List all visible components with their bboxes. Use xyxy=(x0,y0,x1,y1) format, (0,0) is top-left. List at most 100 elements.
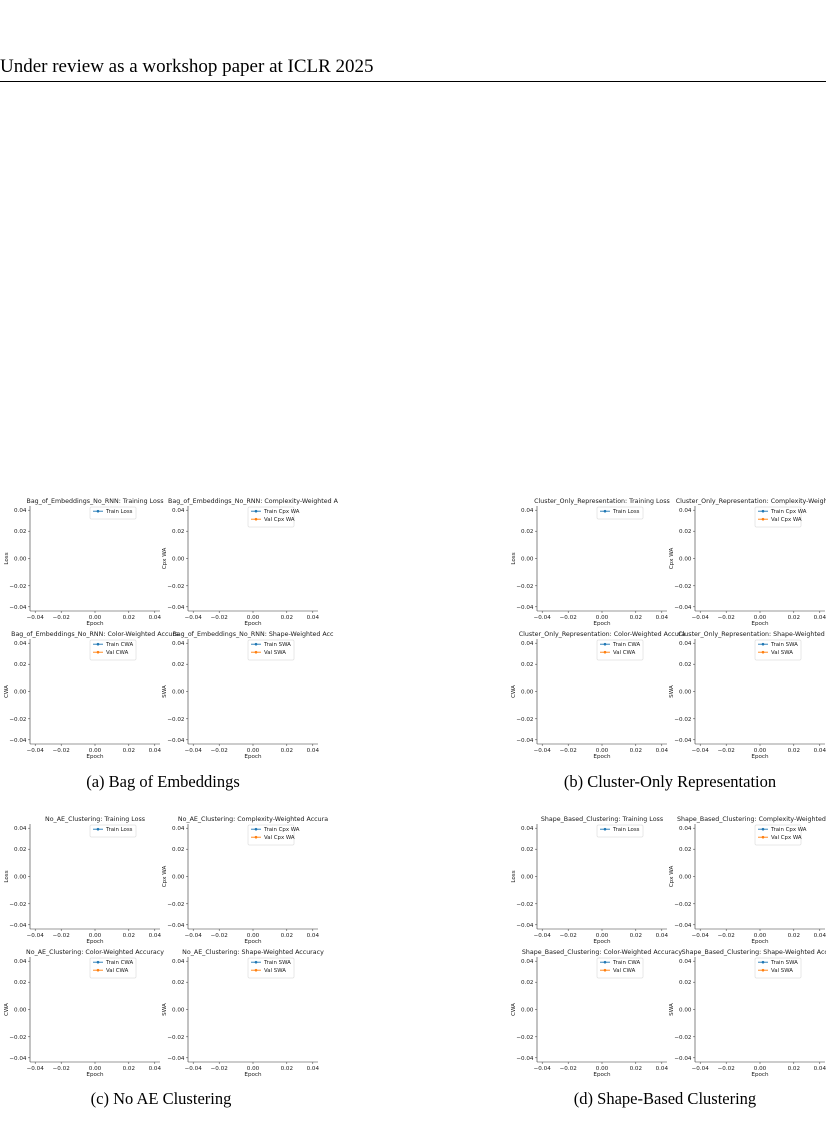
y-tick-label: −0.04 xyxy=(9,1056,27,1062)
y-tick-label: 0.04 xyxy=(172,508,185,514)
chart-title: Bag_of_Embeddings_No_RNN: Training Loss xyxy=(27,498,164,505)
x-tick-label: 0.04 xyxy=(307,615,320,621)
y-tick-label: 0.04 xyxy=(172,959,185,965)
y-tick-label: −0.02 xyxy=(674,1035,691,1041)
legend-label: Val Cpx WA xyxy=(771,835,802,841)
chart-title: No_AE_Clustering: Training Loss xyxy=(45,816,145,823)
x-tick-label: 0.02 xyxy=(788,933,800,939)
x-axis-label: Epoch xyxy=(751,754,769,760)
x-axis-label: Epoch xyxy=(751,1072,769,1078)
chart-panel: Cluster_Only_Representation: Complexity-… xyxy=(669,498,826,627)
x-tick-label: −0.04 xyxy=(185,933,203,939)
x-tick-label: −0.04 xyxy=(27,748,45,754)
y-tick-label: 0.04 xyxy=(521,959,534,965)
x-tick-label: 0.04 xyxy=(149,748,162,754)
x-tick-label: 0.02 xyxy=(281,933,293,939)
legend-marker-swatch xyxy=(761,968,765,972)
x-tick-label: 0.04 xyxy=(149,1066,162,1072)
legend-label: Train Cpx WA xyxy=(263,509,300,515)
legend-marker-swatch xyxy=(761,642,765,646)
legend-marker-swatch xyxy=(254,827,258,831)
x-axis-label: Epoch xyxy=(86,939,104,945)
legend-label: Train CWA xyxy=(105,960,133,966)
legend-box xyxy=(247,957,295,979)
x-tick-label: 0.04 xyxy=(149,933,162,939)
y-tick-label: 0.02 xyxy=(521,847,533,853)
chart-title: Shape_Based_Clustering: Training Loss xyxy=(541,816,663,823)
legend-box xyxy=(754,506,802,528)
legend-marker-swatch xyxy=(761,650,765,654)
y-tick-label: 0.02 xyxy=(14,529,26,535)
legend-box xyxy=(247,506,295,528)
y-tick-label: 0.02 xyxy=(172,529,184,535)
legend-label: Val CWA xyxy=(613,968,636,974)
legend-label: Train SWA xyxy=(263,642,291,648)
legend-label: Val CWA xyxy=(106,650,129,656)
legend-marker-swatch xyxy=(96,642,100,646)
y-tick-label: 0.00 xyxy=(679,690,692,696)
y-tick-label: 0.04 xyxy=(172,641,185,647)
subfigure-caption: (c) No AE Clustering xyxy=(90,1089,232,1108)
legend-label: Train Loss xyxy=(612,509,640,515)
x-axis-label: Epoch xyxy=(86,1072,104,1078)
legend-box xyxy=(596,824,644,838)
legend-box xyxy=(596,957,644,979)
x-tick-label: 0.00 xyxy=(754,748,767,754)
legend-label: Train Cpx WA xyxy=(770,827,807,833)
x-axis-label: Epoch xyxy=(593,621,611,627)
x-tick-label: −0.04 xyxy=(692,748,710,754)
x-tick-label: 0.00 xyxy=(754,615,767,621)
y-tick-label: 0.00 xyxy=(521,557,534,563)
x-tick-label: −0.02 xyxy=(718,748,735,754)
x-tick-label: 0.04 xyxy=(656,615,669,621)
y-tick-label: −0.04 xyxy=(9,923,27,929)
legend-label: Train Loss xyxy=(105,509,133,515)
y-tick-label: 0.04 xyxy=(14,641,27,647)
y-tick-label: 0.00 xyxy=(679,557,692,563)
legend-marker-swatch xyxy=(96,827,100,831)
x-tick-label: 0.02 xyxy=(123,1066,135,1072)
chart-title: Cluster_Only_Representation: Complexity-… xyxy=(676,498,826,505)
x-tick-label: 0.00 xyxy=(89,933,102,939)
legend-label: Val CWA xyxy=(106,968,129,974)
x-axis-label: Epoch xyxy=(244,1072,262,1078)
y-axis-label: Loss xyxy=(511,552,517,564)
legend-label: Val CWA xyxy=(613,650,636,656)
y-tick-label: 0.00 xyxy=(521,690,534,696)
legend-box xyxy=(89,506,137,520)
x-tick-label: −0.02 xyxy=(53,1066,70,1072)
chart-title: Shape_Based_Clustering: Shape-Weighted A… xyxy=(682,949,826,956)
legend-label: Train SWA xyxy=(263,960,291,966)
x-axis-label: Epoch xyxy=(244,754,262,760)
x-tick-label: −0.02 xyxy=(211,933,228,939)
legend-box xyxy=(754,957,802,979)
y-tick-label: 0.04 xyxy=(679,508,692,514)
x-axis-label: Epoch xyxy=(244,621,262,627)
x-tick-label: 0.00 xyxy=(89,615,102,621)
x-tick-label: 0.02 xyxy=(788,615,800,621)
chart-title: Shape_Based_Clustering: Complexity-Weigh… xyxy=(677,816,826,823)
y-tick-label: −0.04 xyxy=(516,1056,534,1062)
chart-title: Cluster_Only_Representation: Training Lo… xyxy=(534,498,670,505)
y-tick-label: 0.00 xyxy=(14,690,27,696)
legend-marker-swatch xyxy=(96,960,100,964)
legend-label: Train SWA xyxy=(770,642,798,648)
x-tick-label: −0.02 xyxy=(560,748,577,754)
chart-panel: Shape_Based_Clustering: Color-Weighted A… xyxy=(511,949,682,1078)
y-tick-label: 0.04 xyxy=(521,508,534,514)
y-tick-label: 0.02 xyxy=(679,847,691,853)
y-tick-label: 0.02 xyxy=(172,847,184,853)
running-header: Under review as a workshop paper at ICLR… xyxy=(0,56,374,77)
legend-label: Train CWA xyxy=(612,642,640,648)
x-tick-label: −0.02 xyxy=(211,748,228,754)
y-tick-label: −0.02 xyxy=(516,902,533,908)
subfigure-caption: (a) Bag of Embeddings xyxy=(86,772,240,791)
y-tick-label: −0.02 xyxy=(167,717,184,723)
y-tick-label: −0.02 xyxy=(674,584,691,590)
y-tick-label: −0.04 xyxy=(674,605,692,611)
x-tick-label: −0.04 xyxy=(185,615,203,621)
y-axis-label: Cpx WA xyxy=(669,866,675,888)
x-tick-label: −0.04 xyxy=(534,1066,552,1072)
y-tick-label: −0.04 xyxy=(167,1056,185,1062)
x-tick-label: 0.04 xyxy=(149,615,162,621)
